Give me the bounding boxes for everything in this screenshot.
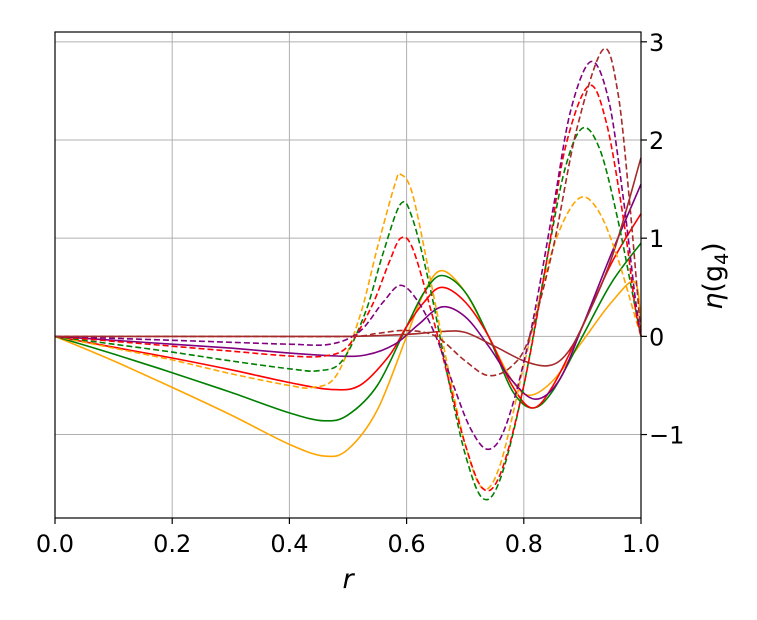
y-tick-label: 3 [649,29,664,57]
y-axis-label: η(g4) [698,242,733,309]
y-axis-label-symbol: η [698,293,729,310]
y-tick-label: −1 [649,422,684,450]
y-axis-label-arg: (g [698,265,729,293]
series-line-10-dashed [55,47,642,377]
series-line-6-dashed [54,172,642,491]
y-tick-label: 1 [649,225,664,253]
x-tick-label: 0.8 [505,530,543,558]
y-tick-label: 2 [649,127,664,155]
grid-lines [54,32,642,518]
x-tick-label: 0.0 [36,530,74,558]
x-tick-label: 0.6 [388,530,426,558]
plot-series [54,47,642,501]
series-line-8-dashed [54,84,642,492]
x-tick-label: 1.0 [622,530,660,558]
series-line-9-dashed [54,60,642,451]
y-tick-label: 0 [649,323,664,351]
plot-frame [54,31,642,519]
series-line-5-solid [55,157,642,367]
x-tick-label: 0.2 [153,530,191,558]
series-line-1-solid [54,269,642,458]
y-axis-label-subscript: 4 [711,253,733,265]
series-line-2-solid [54,242,642,422]
x-axis-label: r [342,564,355,595]
axis-ticks: 0.0 0.2 0.4 0.6 0.8 1.0 −1 0 1 2 3 [36,29,684,558]
series-line-7-dashed [54,126,642,501]
x-tick-label: 0.4 [270,530,308,558]
y-axis-label-close: ) [698,242,729,253]
series-line-3-solid [54,213,642,409]
series-line-4-solid [54,183,642,401]
